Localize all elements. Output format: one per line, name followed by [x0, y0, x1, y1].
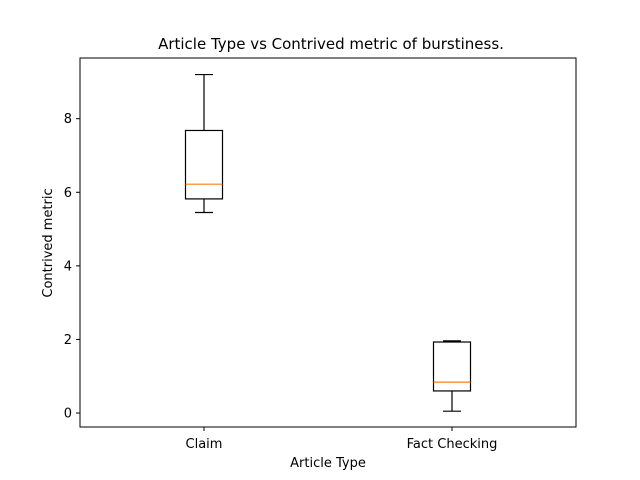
x-axis-label: Article Type — [290, 456, 366, 471]
iqr-box — [184, 129, 224, 200]
y-tick-label: 8 — [64, 112, 72, 127]
iqr-box — [432, 341, 472, 392]
y-tick-label: 4 — [64, 259, 72, 274]
y-axis-label: Contrived metric — [41, 188, 56, 297]
y-tick-label: 2 — [64, 333, 72, 348]
x-tick-label: Fact Checking — [407, 437, 498, 452]
plot-area — [79, 57, 577, 428]
chart-title: Article Type vs Contrived metric of burs… — [158, 35, 504, 53]
box-fact-checking — [432, 340, 472, 412]
y-tick-label: 6 — [64, 186, 72, 201]
y-axis: 0 2 4 6 8 — [64, 112, 80, 422]
x-tick-label: Claim — [186, 437, 223, 452]
boxes-layer — [184, 73, 472, 412]
box-claim — [184, 73, 224, 214]
y-tick-label: 0 — [64, 407, 72, 422]
x-axis: Claim Fact Checking — [186, 427, 498, 452]
